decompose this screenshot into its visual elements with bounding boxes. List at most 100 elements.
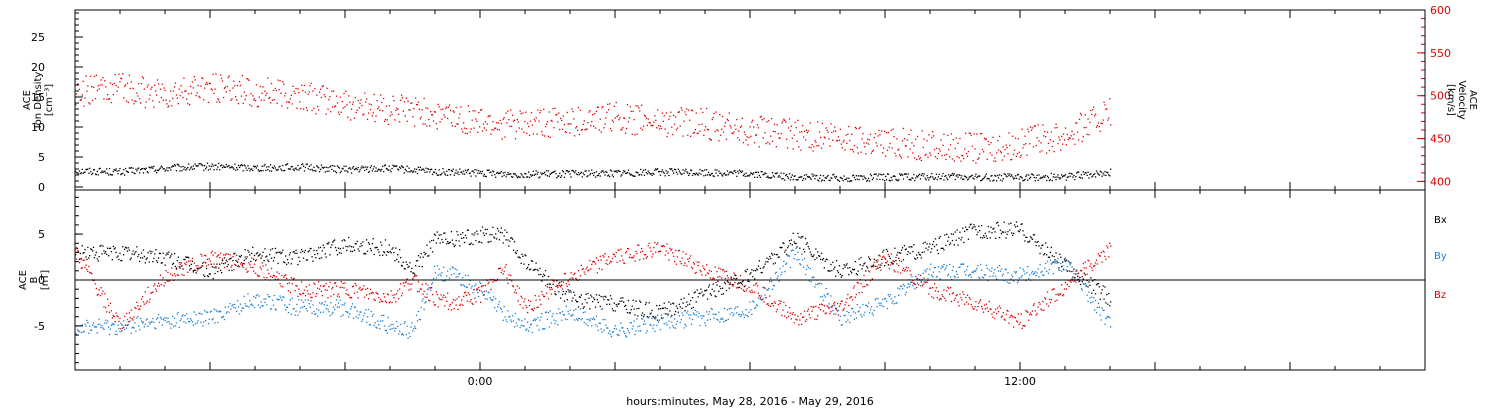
data-point bbox=[175, 94, 178, 96]
data-point bbox=[432, 120, 435, 122]
data-point bbox=[790, 250, 792, 252]
data-point bbox=[326, 170, 328, 172]
data-point bbox=[787, 255, 789, 257]
data-point bbox=[545, 311, 548, 313]
data-point bbox=[689, 172, 691, 175]
data-point bbox=[1068, 172, 1070, 174]
data-point bbox=[286, 101, 288, 103]
data-point bbox=[607, 175, 609, 177]
data-point bbox=[404, 168, 406, 170]
data-point bbox=[253, 270, 255, 272]
data-point bbox=[407, 337, 409, 339]
data-point bbox=[458, 273, 460, 275]
data-point bbox=[249, 104, 251, 106]
data-point bbox=[657, 314, 659, 316]
data-point bbox=[544, 274, 546, 277]
data-point bbox=[399, 330, 401, 332]
data-point bbox=[268, 296, 270, 298]
data-point bbox=[287, 290, 290, 292]
data-point bbox=[1013, 224, 1016, 226]
data-point bbox=[337, 293, 340, 295]
data-point bbox=[688, 293, 690, 295]
data-point bbox=[429, 300, 431, 302]
data-point bbox=[1086, 133, 1088, 136]
data-point bbox=[904, 173, 906, 175]
data-point bbox=[461, 284, 463, 286]
data-point bbox=[432, 277, 435, 280]
data-point bbox=[500, 123, 502, 125]
data-point bbox=[623, 330, 625, 332]
data-point bbox=[181, 91, 183, 93]
data-point bbox=[207, 322, 210, 325]
data-point bbox=[393, 327, 395, 329]
data-point bbox=[668, 320, 670, 322]
data-point bbox=[888, 146, 890, 148]
data-point bbox=[638, 307, 640, 310]
data-point bbox=[338, 167, 340, 169]
data-point bbox=[179, 170, 181, 172]
data-point bbox=[120, 173, 122, 176]
data-point bbox=[935, 244, 938, 246]
data-point bbox=[1008, 223, 1010, 225]
data-point bbox=[141, 76, 144, 78]
data-point bbox=[548, 111, 550, 113]
data-point bbox=[424, 253, 426, 256]
data-point bbox=[800, 264, 802, 266]
data-point bbox=[155, 169, 157, 171]
data-point bbox=[577, 306, 580, 308]
data-point bbox=[901, 140, 904, 142]
data-point bbox=[1089, 121, 1091, 124]
data-point bbox=[447, 308, 450, 310]
data-point bbox=[323, 304, 325, 306]
data-point bbox=[724, 122, 727, 124]
data-point bbox=[315, 113, 317, 115]
data-point bbox=[151, 250, 153, 253]
data-point bbox=[886, 173, 889, 175]
data-point bbox=[424, 296, 426, 298]
data-point bbox=[456, 123, 458, 125]
data-point bbox=[286, 277, 288, 280]
data-point bbox=[152, 317, 154, 320]
data-point bbox=[610, 298, 613, 300]
data-point bbox=[508, 245, 510, 247]
data-point bbox=[746, 268, 748, 270]
data-point bbox=[1053, 173, 1055, 175]
data-point bbox=[269, 308, 272, 310]
data-point bbox=[83, 171, 85, 173]
data-point bbox=[921, 251, 923, 254]
data-point bbox=[281, 251, 283, 254]
data-point bbox=[109, 328, 112, 330]
data-point bbox=[775, 146, 777, 148]
data-point bbox=[86, 90, 88, 92]
data-point bbox=[1098, 125, 1100, 128]
data-point bbox=[181, 265, 183, 267]
data-point bbox=[802, 236, 804, 238]
data-point bbox=[318, 302, 321, 304]
data-point bbox=[1048, 268, 1051, 271]
data-point bbox=[1092, 280, 1094, 282]
data-point bbox=[856, 304, 858, 306]
data-point bbox=[847, 319, 849, 321]
data-point bbox=[318, 171, 321, 173]
data-point bbox=[755, 134, 758, 136]
data-point bbox=[750, 135, 752, 137]
data-point bbox=[250, 260, 252, 263]
data-point bbox=[205, 262, 207, 264]
data-point bbox=[297, 263, 299, 266]
data-point bbox=[554, 293, 556, 295]
data-point bbox=[354, 283, 356, 285]
data-point bbox=[300, 307, 302, 309]
data-point bbox=[411, 102, 413, 104]
data-point bbox=[880, 173, 882, 176]
data-point bbox=[545, 292, 548, 294]
data-point bbox=[282, 295, 284, 298]
data-point bbox=[817, 283, 819, 286]
data-point bbox=[237, 164, 240, 167]
data-point bbox=[1062, 268, 1065, 270]
data-point bbox=[910, 246, 912, 248]
data-point bbox=[325, 282, 327, 285]
data-point bbox=[340, 252, 342, 254]
data-point bbox=[334, 106, 336, 108]
data-point bbox=[756, 176, 759, 178]
data-point bbox=[852, 151, 855, 153]
